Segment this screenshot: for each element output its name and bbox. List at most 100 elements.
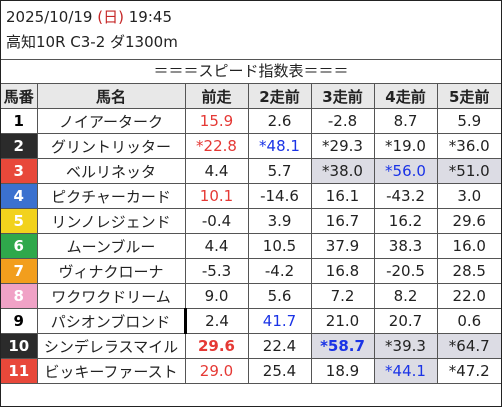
race-3-ago-index: 7.2 bbox=[310, 283, 375, 309]
race-3-ago-index: 21.0 bbox=[310, 308, 375, 334]
col-header-last-race: 前走 bbox=[184, 83, 249, 109]
horse-name: ピクチャーカード bbox=[36, 183, 186, 209]
last-race-index: 9.0 bbox=[184, 283, 249, 309]
horse-number: 7 bbox=[1, 258, 38, 284]
table-row: 11 ビッキーファースト 29.0 25.4 18.9 *44.1 *47.2 bbox=[1, 358, 501, 384]
race-2-ago-index: -4.2 bbox=[247, 258, 312, 284]
race-2-ago-index: 22.4 bbox=[247, 333, 312, 359]
header-row: 馬番 馬名 前走 2走前 3走前 4走前 5走前 bbox=[1, 83, 501, 109]
race-5-ago-index: 22.0 bbox=[436, 283, 501, 309]
race-4-ago-index: *39.3 bbox=[373, 333, 438, 359]
race-5-ago-index: 5.9 bbox=[436, 108, 501, 134]
race-5-ago-index: *36.0 bbox=[436, 133, 501, 159]
race-3-ago-index: 18.9 bbox=[310, 358, 375, 384]
table-row: 8 ワクワクドリーム 9.0 5.6 7.2 8.2 22.0 bbox=[1, 283, 501, 309]
horse-name: リンノレジェンド bbox=[36, 208, 186, 234]
horse-name: ムーンブルー bbox=[36, 233, 186, 259]
horse-name: ビッキーファースト bbox=[36, 358, 186, 384]
last-race-index: 2.4 bbox=[184, 308, 249, 334]
col-header-number: 馬番 bbox=[1, 83, 38, 109]
race-2-ago-index: -14.6 bbox=[247, 183, 312, 209]
race-5-ago-index: 28.5 bbox=[436, 258, 501, 284]
race-5-ago-index: *51.0 bbox=[436, 158, 501, 184]
horse-name: パシオンブロンド bbox=[36, 308, 187, 334]
race-3-ago-index: 16.1 bbox=[310, 183, 375, 209]
col-header-2-races-ago: 2走前 bbox=[247, 83, 312, 109]
col-header-5-races-ago: 5走前 bbox=[436, 83, 501, 109]
col-header-horse-name: 馬名 bbox=[36, 83, 186, 109]
race-4-ago-index: -43.2 bbox=[373, 183, 438, 209]
last-race-index: *22.8 bbox=[184, 133, 249, 159]
col-header-4-races-ago: 4走前 bbox=[373, 83, 438, 109]
race-5-ago-index: *64.7 bbox=[436, 333, 501, 359]
horse-number: 5 bbox=[1, 208, 38, 234]
race-5-ago-index: 16.0 bbox=[436, 233, 501, 259]
race-date: 2025/10/19 bbox=[6, 8, 93, 26]
race-3-ago-index: *38.0 bbox=[310, 158, 375, 184]
last-race-index: 29.6 bbox=[184, 333, 249, 359]
horse-name: ベルリネッタ bbox=[36, 158, 186, 184]
last-race-index: -0.4 bbox=[184, 208, 249, 234]
race-3-ago-index: 37.9 bbox=[310, 233, 375, 259]
horse-number: 6 bbox=[1, 233, 38, 259]
horse-number: 9 bbox=[1, 308, 38, 334]
race-info: 高知10R C3-2 ダ1300m bbox=[6, 33, 178, 51]
table-row: 4 ピクチャーカード 10.1 -14.6 16.1 -43.2 3.0 bbox=[1, 183, 501, 209]
race-4-ago-index: *44.1 bbox=[373, 358, 438, 384]
horse-number: 4 bbox=[1, 183, 38, 209]
last-race-index: 4.4 bbox=[184, 233, 249, 259]
race-weekday: (日) bbox=[97, 8, 124, 26]
horse-number: 2 bbox=[1, 133, 38, 159]
horse-number: 3 bbox=[1, 158, 38, 184]
race-3-ago-index: *58.7 bbox=[310, 333, 375, 359]
race-2-ago-index: 41.7 bbox=[247, 308, 312, 334]
race-4-ago-index: -20.5 bbox=[373, 258, 438, 284]
race-5-ago-index: 3.0 bbox=[436, 183, 501, 209]
table-row: 9 パシオンブロンド 2.4 41.7 21.0 20.7 0.6 bbox=[1, 308, 501, 334]
horse-number: 10 bbox=[1, 333, 38, 359]
horse-number: 8 bbox=[1, 283, 38, 309]
col-header-3-races-ago: 3走前 bbox=[310, 83, 375, 109]
race-2-ago-index: 25.4 bbox=[247, 358, 312, 384]
table-row: 7 ヴィナクローナ -5.3 -4.2 16.8 -20.5 28.5 bbox=[1, 258, 501, 284]
table-title: ＝＝＝スピード指数表＝＝＝ bbox=[1, 59, 501, 84]
race-4-ago-index: *56.0 bbox=[373, 158, 438, 184]
race-datetime: 2025/10/19 (日) 19:45 bbox=[6, 7, 172, 27]
horse-name: グリントリッター bbox=[36, 133, 186, 159]
last-race-index: -5.3 bbox=[184, 258, 249, 284]
race-4-ago-index: 16.2 bbox=[373, 208, 438, 234]
table-row: 5 リンノレジェンド -0.4 3.9 16.7 16.2 29.6 bbox=[1, 208, 501, 234]
horse-name: シンデレラスマイル bbox=[36, 333, 186, 359]
table-row: 3 ベルリネッタ 4.4 5.7 *38.0 *56.0 *51.0 bbox=[1, 158, 501, 184]
race-5-ago-index: 0.6 bbox=[436, 308, 501, 334]
race-3-ago-index: *29.3 bbox=[310, 133, 375, 159]
last-race-index: 4.4 bbox=[184, 158, 249, 184]
race-2-ago-index: *48.1 bbox=[247, 133, 312, 159]
race-2-ago-index: 10.5 bbox=[247, 233, 312, 259]
race-3-ago-index: 16.8 bbox=[310, 258, 375, 284]
last-race-index: 10.1 bbox=[184, 183, 249, 209]
race-2-ago-index: 5.6 bbox=[247, 283, 312, 309]
race-5-ago-index: *47.2 bbox=[436, 358, 501, 384]
horse-name: ヴィナクローナ bbox=[36, 258, 186, 284]
horse-name: ワクワクドリーム bbox=[36, 283, 186, 309]
race-4-ago-index: 8.2 bbox=[373, 283, 438, 309]
race-4-ago-index: 20.7 bbox=[373, 308, 438, 334]
race-2-ago-index: 2.6 bbox=[247, 108, 312, 134]
race-2-ago-index: 3.9 bbox=[247, 208, 312, 234]
horse-number: 11 bbox=[1, 358, 38, 384]
race-2-ago-index: 5.7 bbox=[247, 158, 312, 184]
race-3-ago-index: -2.8 bbox=[310, 108, 375, 134]
race-5-ago-index: 29.6 bbox=[436, 208, 501, 234]
last-race-index: 29.0 bbox=[184, 358, 249, 384]
last-race-index: 15.9 bbox=[184, 108, 249, 134]
race-time: 19:45 bbox=[128, 8, 172, 26]
table-row: 10 シンデレラスマイル 29.6 22.4 *58.7 *39.3 *64.7 bbox=[1, 333, 501, 359]
race-4-ago-index: 38.3 bbox=[373, 233, 438, 259]
table-row: 1 ノイアーターク 15.9 2.6 -2.8 8.7 5.9 bbox=[1, 108, 501, 134]
race-3-ago-index: 16.7 bbox=[310, 208, 375, 234]
speed-index-table: 馬番 馬名 前走 2走前 3走前 4走前 5走前 1 ノイアーターク 15.9 2.6… bbox=[1, 83, 501, 384]
table-row: 2 グリントリッター *22.8 *48.1 *29.3 *19.0 *36.0 bbox=[1, 133, 501, 159]
race-4-ago-index: 8.7 bbox=[373, 108, 438, 134]
